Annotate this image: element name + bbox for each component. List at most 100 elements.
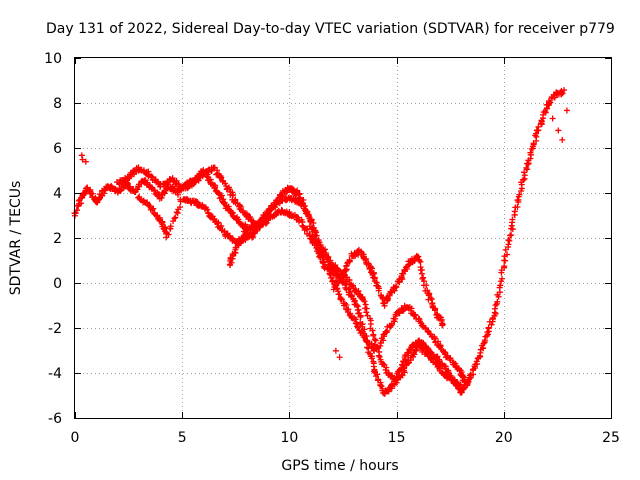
- data-point: [247, 214, 254, 221]
- data-point: [317, 241, 324, 248]
- data-point: [173, 209, 180, 216]
- series-track-d: [227, 229, 446, 329]
- data-point: [231, 249, 238, 256]
- data-point: [412, 312, 419, 319]
- data-point: [362, 256, 369, 263]
- data-point: [362, 332, 369, 339]
- axes: 0 5 10 15 20 25 -6 -4 -2 0 2 4 6 8 10: [44, 51, 620, 446]
- data-point: [523, 164, 530, 171]
- y-tick-label: -2: [48, 321, 62, 337]
- data-point: [424, 287, 431, 294]
- data-point: [205, 209, 212, 216]
- data-point: [563, 107, 570, 114]
- data-point: [375, 287, 382, 294]
- data-point: [338, 296, 345, 303]
- data-point: [221, 180, 228, 187]
- data-point: [542, 109, 549, 116]
- data-point: [369, 327, 376, 334]
- data-point: [492, 310, 499, 317]
- data-point: [461, 377, 468, 384]
- data-point: [516, 191, 523, 198]
- data-point: [336, 291, 343, 298]
- data-point: [100, 190, 107, 197]
- data-point: [249, 234, 256, 241]
- series-track-c: [135, 194, 469, 385]
- data-point: [327, 271, 334, 278]
- data-point: [416, 257, 423, 264]
- x-tick-label: 10: [280, 430, 298, 446]
- data-point: [435, 338, 442, 345]
- data-point: [254, 227, 261, 234]
- data-point: [312, 228, 319, 235]
- data-point: [431, 307, 438, 314]
- data-point: [509, 226, 516, 233]
- x-tick-label: 0: [71, 430, 80, 446]
- data-point: [423, 282, 430, 289]
- data-point: [382, 366, 389, 373]
- data-point: [380, 360, 387, 367]
- data-point: [521, 169, 528, 176]
- data-point: [561, 87, 568, 94]
- data-point: [171, 215, 178, 222]
- data-point: [418, 270, 425, 277]
- data-point: [407, 347, 414, 354]
- data-point: [351, 316, 358, 323]
- data-point: [442, 370, 449, 377]
- data-point: [353, 302, 360, 309]
- y-tick-label: 6: [53, 141, 62, 157]
- data-point: [439, 322, 446, 329]
- data-point: [380, 333, 387, 340]
- data-point: [334, 285, 341, 292]
- data-point: [497, 282, 504, 289]
- data-point: [363, 309, 370, 316]
- x-tick-label: 15: [388, 430, 406, 446]
- data-point: [78, 152, 85, 159]
- x-axis-label: GPS time / hours: [281, 458, 398, 474]
- y-tick-label: 4: [53, 186, 62, 202]
- data-point: [305, 212, 312, 219]
- data-point: [399, 372, 406, 379]
- data-point: [547, 99, 554, 106]
- data-point: [317, 254, 324, 261]
- data-point: [386, 292, 393, 299]
- data-point: [457, 382, 464, 389]
- data-point: [494, 298, 501, 305]
- plot-frame: [74, 57, 612, 419]
- data-point: [514, 203, 521, 210]
- data-point: [420, 274, 427, 281]
- data-point: [79, 156, 86, 163]
- data-point: [364, 337, 371, 344]
- y-tick-label: -6: [48, 411, 62, 427]
- y-tick-label: 8: [53, 96, 62, 112]
- data-point: [346, 256, 353, 263]
- data-point: [416, 316, 423, 323]
- data-point: [164, 179, 171, 186]
- data-point: [365, 260, 372, 267]
- data-point: [250, 233, 257, 240]
- data-point: [336, 354, 343, 361]
- y-tick-label: 2: [53, 231, 62, 247]
- data-point: [417, 267, 424, 274]
- data-point: [82, 158, 89, 165]
- data-point: [155, 192, 162, 199]
- grid-lines: [75, 58, 611, 418]
- data-point: [549, 115, 556, 122]
- data-point: [393, 283, 400, 290]
- series-track-b: [114, 164, 464, 389]
- data-point: [308, 216, 315, 223]
- data-point: [559, 136, 566, 143]
- x-tick-label: 5: [178, 430, 187, 446]
- data-point: [368, 355, 375, 362]
- data-point: [204, 206, 211, 213]
- data-point: [392, 313, 399, 320]
- data-point: [150, 205, 157, 212]
- data-point: [332, 347, 339, 354]
- series-track-e: [78, 107, 570, 361]
- data-point: [80, 191, 87, 198]
- data-point: [484, 329, 491, 336]
- data-point: [417, 258, 424, 265]
- data-point: [462, 378, 469, 385]
- data-point: [176, 204, 183, 211]
- data-point: [385, 369, 392, 376]
- data-point: [473, 358, 480, 365]
